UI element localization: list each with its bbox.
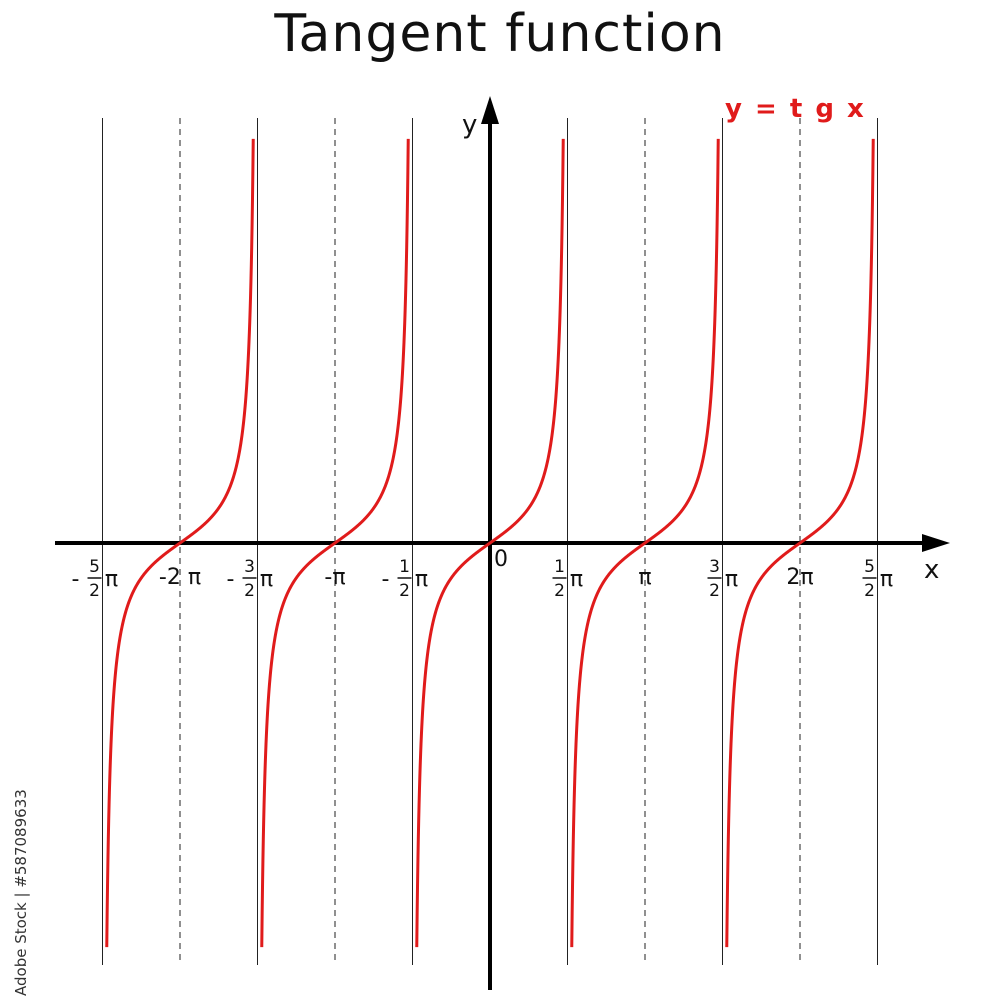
x-tick-pi: π — [725, 567, 738, 592]
x-tick-denominator: 2 — [864, 581, 875, 601]
x-axis-label: x — [924, 555, 939, 585]
x-tick-fraction: -1 2 π — [382, 557, 429, 601]
x-tick-numerator: 3 — [709, 557, 720, 577]
x-tick-fraction: -3 2 π — [227, 557, 274, 601]
x-tick-denominator: 2 — [399, 581, 410, 601]
axes: x y 0 — [55, 96, 950, 990]
x-tick-sign: - — [72, 567, 80, 592]
x-tick-sign: - — [227, 567, 235, 592]
tangent-branch — [570, 138, 720, 948]
x-tick-denominator: 2 — [554, 581, 565, 601]
x-tick-denominator: 2 — [244, 581, 255, 601]
x-tick-numerator: 5 — [864, 557, 875, 577]
origin-label: 0 — [494, 547, 508, 572]
x-tick-label: -π — [324, 565, 345, 590]
x-tick-denominator: 2 — [89, 581, 100, 601]
x-tick-fraction: -5 2 π — [72, 557, 119, 601]
tangent-curves — [105, 138, 875, 948]
x-tick-labels: -52 π -2 π -32 π -π -12 π 12 π π 32 π 2π 52 π — [72, 557, 894, 601]
x-tick-numerator: 1 — [399, 557, 410, 577]
x-tick-pi: π — [415, 567, 428, 592]
y-axis-label: y — [462, 110, 477, 140]
x-tick-label: -2 π — [159, 565, 201, 590]
x-tick-pi: π — [260, 567, 273, 592]
x-tick-numerator: 5 — [89, 557, 100, 577]
x-tick-label: π — [638, 565, 651, 590]
tangent-branch — [260, 138, 410, 948]
tangent-branch — [415, 138, 565, 948]
x-tick-pi: π — [880, 567, 893, 592]
x-tick-sign: - — [382, 567, 390, 592]
x-tick-pi: π — [570, 567, 583, 592]
x-tick-fraction: 5 2 π — [862, 557, 893, 601]
x-axis-arrow — [922, 534, 950, 552]
x-tick-fraction: 3 2 π — [707, 557, 738, 601]
legend-label: y = t g x — [725, 94, 866, 124]
chart-title: Tangent function — [274, 4, 726, 64]
x-tick-denominator: 2 — [709, 581, 720, 601]
x-tick-fraction: 1 2 π — [552, 557, 583, 601]
x-tick-numerator: 3 — [244, 557, 255, 577]
x-tick-label: 2π — [786, 565, 813, 590]
y-axis-arrow — [481, 96, 499, 124]
tangent-branch — [725, 138, 875, 948]
x-tick-numerator: 1 — [554, 557, 565, 577]
tangent-branch — [105, 138, 255, 948]
x-tick-pi: π — [105, 567, 118, 592]
stock-watermark: Adobe Stock | #587089633 — [12, 789, 30, 996]
